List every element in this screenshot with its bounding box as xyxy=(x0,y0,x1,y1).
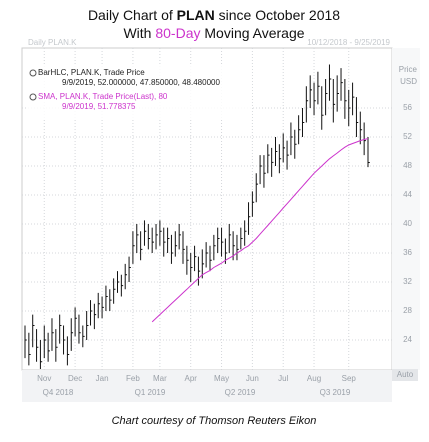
quarter-label: Q3 2019 xyxy=(320,388,351,397)
x-tick-label: Jul xyxy=(278,374,288,383)
y-tick-label: 28 xyxy=(403,306,412,315)
legend-icon xyxy=(29,69,37,77)
auto-button[interactable] xyxy=(392,369,418,381)
x-tick-label: Mar xyxy=(153,374,167,383)
moving-average-line xyxy=(151,138,369,323)
x-axis-band xyxy=(22,370,392,402)
x-tick-label: Feb xyxy=(126,374,140,383)
legend-name: SMA, PLAN.K, Trade Price(Last), 80 xyxy=(38,92,168,101)
subtitle-part: 80-Day xyxy=(155,25,200,41)
x-tick-label: Apr xyxy=(184,374,197,383)
quarter-label: Q2 2019 xyxy=(225,388,256,397)
legend-detail: 9/9/2019, 51.778375 xyxy=(62,102,136,111)
x-tick-label: Nov xyxy=(37,374,51,383)
y-tick-label: 40 xyxy=(403,219,412,228)
x-tick-label: May xyxy=(214,374,229,383)
x-tick-label: Dec xyxy=(68,374,82,383)
chart-subtitle: With 80-Day Moving Average xyxy=(123,25,304,41)
axis-label: USD xyxy=(400,77,417,86)
y-tick-label: 56 xyxy=(403,103,412,112)
subtitle-part: With xyxy=(123,25,155,41)
axis-label: Price xyxy=(399,65,418,74)
y-axis-band xyxy=(392,48,420,370)
legend-icon xyxy=(29,93,37,101)
x-tick-label: Jun xyxy=(246,374,259,383)
quarter-label: Q4 2018 xyxy=(43,388,74,397)
y-tick-label: 44 xyxy=(403,190,412,199)
chart-title: Daily Chart of PLAN since October 2018 xyxy=(88,7,340,23)
y-tick-label: 32 xyxy=(403,277,412,286)
legend-bg xyxy=(27,66,252,118)
caption: Chart courtesy of Thomson Reuters Eikon xyxy=(112,415,317,427)
subtitle-part: Moving Average xyxy=(201,25,305,41)
title-part: Daily Chart of xyxy=(88,7,177,23)
legend-detail: 9/9/2019, 52.000000, 47.850000, 48.48000… xyxy=(62,78,220,87)
x-tick-label: Aug xyxy=(307,374,321,383)
y-tick-label: 52 xyxy=(403,132,412,141)
x-tick-label: Sep xyxy=(342,374,357,383)
y-tick-label: 48 xyxy=(403,161,412,170)
date-range: 10/12/2018 - 9/25/2019 xyxy=(307,38,390,47)
watermark: Daily PLAN.K xyxy=(28,38,77,47)
legend-name: BarHLC, PLAN.K, Trade Price xyxy=(38,68,145,77)
y-tick-label: 36 xyxy=(403,248,412,257)
quarter-label: Q1 2019 xyxy=(135,388,166,397)
title-part: since October 2018 xyxy=(215,7,341,23)
title-part: PLAN xyxy=(177,7,215,23)
y-tick-label: 24 xyxy=(403,335,412,344)
x-tick-label: Jan xyxy=(96,374,109,383)
auto-label[interactable]: Auto xyxy=(397,370,414,379)
